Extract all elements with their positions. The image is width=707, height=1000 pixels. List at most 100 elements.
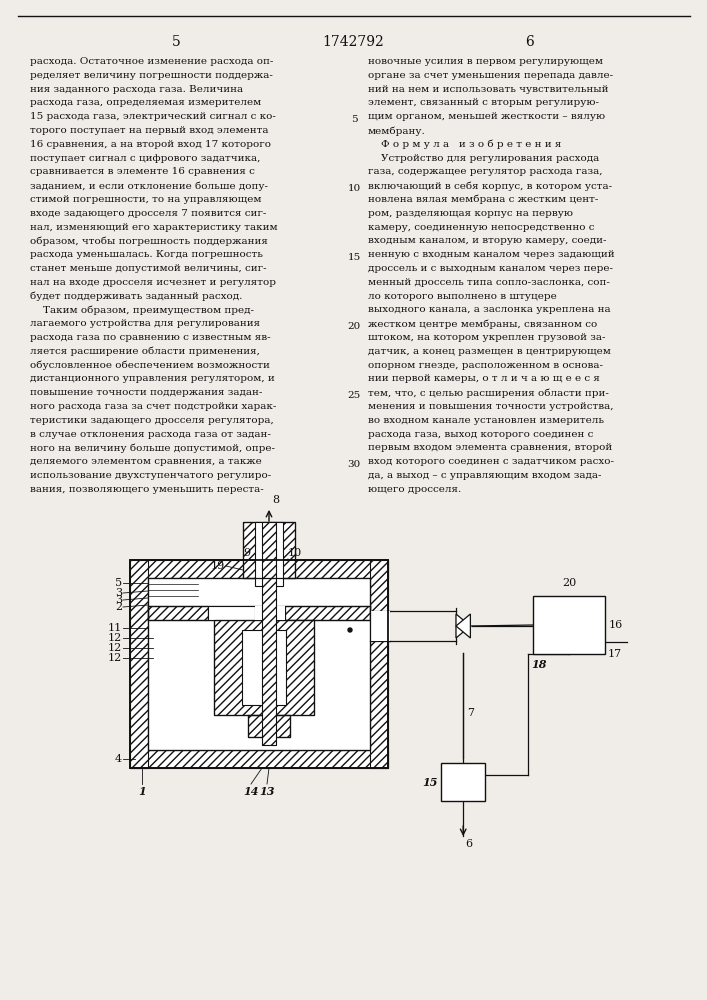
Text: 10: 10 — [347, 184, 361, 193]
Text: 14: 14 — [243, 786, 259, 797]
Bar — [248, 715, 290, 737]
Text: органе за счет уменьшения перепада давле-: органе за счет уменьшения перепада давле… — [368, 71, 613, 80]
Text: нии первой камеры, о т л и ч а ю щ е е с я: нии первой камеры, о т л и ч а ю щ е е с… — [368, 374, 600, 383]
Text: 18: 18 — [531, 659, 547, 670]
Text: новочные усилия в первом регулирующем: новочные усилия в первом регулирующем — [368, 57, 603, 66]
Bar — [370, 611, 390, 641]
Text: Таким образом, преимуществом пред-: Таким образом, преимуществом пред- — [30, 305, 254, 315]
Text: 15 расхода газа, электрический сигнал с ко-: 15 расхода газа, электрический сигнал с … — [30, 112, 276, 121]
Text: нал на входе дросселя исчезнет и регулятор: нал на входе дросселя исчезнет и регулят… — [30, 278, 276, 287]
Bar — [130, 560, 148, 768]
Text: входе задающего дросселя 7 появится сиг-: входе задающего дросселя 7 появится сиг- — [30, 209, 267, 218]
Text: 16: 16 — [608, 620, 622, 630]
Text: поступает сигнал с цифрового задатчика,: поступает сигнал с цифрового задатчика, — [30, 154, 260, 163]
Text: 2: 2 — [115, 602, 122, 612]
Text: деляемого элементом сравнения, а также: деляемого элементом сравнения, а также — [30, 457, 262, 466]
Text: 8: 8 — [272, 495, 279, 505]
Text: Устройство для регулирования расхода: Устройство для регулирования расхода — [368, 154, 600, 163]
Text: вход которого соединен с задатчиком расхо-: вход которого соединен с задатчиком расх… — [368, 457, 614, 466]
Bar — [148, 578, 370, 750]
Bar — [242, 630, 286, 705]
Text: станет меньше допустимой величины, сиг-: станет меньше допустимой величины, сиг- — [30, 264, 267, 273]
Text: стимой погрешности, то на управляющем: стимой погрешности, то на управляющем — [30, 195, 262, 204]
Text: включающий в себя корпус, в котором уста-: включающий в себя корпус, в котором уста… — [368, 181, 612, 191]
Text: менный дроссель типа сопло-заслонка, соп-: менный дроссель типа сопло-заслонка, соп… — [368, 278, 610, 287]
Text: тем, что, с целью расширения области при-: тем, что, с целью расширения области при… — [368, 388, 609, 398]
Text: теристики задающего дросселя регулятора,: теристики задающего дросселя регулятора, — [30, 416, 274, 425]
Bar — [130, 560, 388, 578]
Text: 17: 17 — [607, 649, 621, 659]
Text: торого поступает на первый вход элемента: торого поступает на первый вход элемента — [30, 126, 269, 135]
Text: 25: 25 — [347, 391, 361, 400]
Text: дроссель и с выходным каналом через пере-: дроссель и с выходным каналом через пере… — [368, 264, 613, 273]
Text: камеру, соединенную непосредственно с: камеру, соединенную непосредственно с — [368, 223, 595, 232]
Text: ло которого выполнено в штуцере: ло которого выполнено в штуцере — [368, 292, 556, 301]
Text: ющего дросселя.: ющего дросселя. — [368, 485, 461, 494]
Text: газа, содержащее регулятор расхода газа,: газа, содержащее регулятор расхода газа, — [368, 167, 602, 176]
Bar — [243, 522, 295, 578]
Text: лагаемого устройства для регулирования: лагаемого устройства для регулирования — [30, 319, 260, 328]
Text: ного расхода газа за счет подстройки харак-: ного расхода газа за счет подстройки хар… — [30, 402, 276, 411]
Bar — [262, 522, 276, 745]
Bar — [285, 606, 370, 620]
Bar — [243, 522, 295, 578]
Text: 20: 20 — [347, 322, 361, 331]
Text: 12: 12 — [107, 653, 122, 663]
Text: ного на величину больше допустимой, опре-: ного на величину больше допустимой, опре… — [30, 443, 275, 453]
Text: 11: 11 — [107, 623, 122, 633]
Text: менения и повышения точности устройства,: менения и повышения точности устройства, — [368, 402, 614, 411]
Text: выходного канала, а заслонка укреплена на: выходного канала, а заслонка укреплена н… — [368, 305, 611, 314]
Text: 15: 15 — [423, 776, 438, 788]
Text: в случае отклонения расхода газа от задан-: в случае отклонения расхода газа от зада… — [30, 430, 271, 439]
Polygon shape — [456, 614, 470, 638]
Text: ний на нем и использовать чувствительный: ний на нем и использовать чувствительный — [368, 85, 609, 94]
Text: ляется расширение области применения,: ляется расширение области применения, — [30, 347, 260, 356]
Text: обусловленное обеспечением возможности: обусловленное обеспечением возможности — [30, 361, 270, 370]
Text: мембрану.: мембрану. — [368, 126, 426, 135]
Text: ненную с входным каналом через задающий: ненную с входным каналом через задающий — [368, 250, 614, 259]
Bar — [248, 715, 290, 737]
Bar — [130, 750, 388, 768]
Text: использование двухступенчатого регулиро-: использование двухступенчатого регулиро- — [30, 471, 271, 480]
Circle shape — [348, 628, 352, 632]
Text: расхода газа, определяемая измерителем: расхода газа, определяемая измерителем — [30, 98, 262, 107]
Text: элемент, связанный с вторым регулирую-: элемент, связанный с вторым регулирую- — [368, 98, 599, 107]
Text: расхода уменьшалась. Когда погрешность: расхода уменьшалась. Когда погрешность — [30, 250, 263, 259]
Text: 1: 1 — [138, 786, 146, 797]
Text: 12: 12 — [107, 633, 122, 643]
Bar — [130, 560, 388, 768]
Text: вания, позволяющего уменьшить переста-: вания, позволяющего уменьшить переста- — [30, 485, 264, 494]
Text: сравнивается в элементе 16 сравнения с: сравнивается в элементе 16 сравнения с — [30, 167, 255, 176]
Bar — [370, 560, 388, 768]
Text: ния заданного расхода газа. Величина: ния заданного расхода газа. Величина — [30, 85, 243, 94]
Text: штоком, на котором укреплен грузовой за-: штоком, на котором укреплен грузовой за- — [368, 333, 605, 342]
Bar — [148, 606, 208, 620]
Text: 6: 6 — [525, 35, 534, 49]
Bar — [208, 606, 255, 620]
Text: 13: 13 — [259, 786, 275, 797]
Text: 19: 19 — [211, 561, 225, 571]
Text: ром, разделяющая корпус на первую: ром, разделяющая корпус на первую — [368, 209, 573, 218]
Bar — [255, 522, 283, 586]
Text: первым входом элемента сравнения, второй: первым входом элемента сравнения, второй — [368, 443, 612, 452]
Text: новлена вялая мембрана с жестким цент-: новлена вялая мембрана с жестким цент- — [368, 195, 598, 205]
Bar — [441, 763, 485, 801]
Text: опорном гнезде, расположенном в основа-: опорном гнезде, расположенном в основа- — [368, 361, 603, 370]
Text: 7: 7 — [467, 708, 474, 718]
Text: входным каналом, и вторую камеру, соеди-: входным каналом, и вторую камеру, соеди- — [368, 236, 607, 245]
Text: нал, изменяющий его характеристику таким: нал, изменяющий его характеристику таким — [30, 223, 278, 232]
Bar — [148, 578, 370, 750]
Text: щим органом, меньшей жесткости – вялую: щим органом, меньшей жесткости – вялую — [368, 112, 605, 121]
Text: 5: 5 — [172, 35, 180, 49]
Text: образом, чтобы погрешность поддержания: образом, чтобы погрешность поддержания — [30, 236, 268, 246]
Bar — [533, 596, 605, 654]
Bar — [255, 606, 285, 620]
Text: да, а выход – с управляющим входом зада-: да, а выход – с управляющим входом зада- — [368, 471, 602, 480]
Text: 16 сравнения, а на второй вход 17 которого: 16 сравнения, а на второй вход 17 которо… — [30, 140, 271, 149]
Bar — [214, 620, 314, 715]
Text: 20: 20 — [562, 578, 576, 588]
Text: 5: 5 — [115, 578, 122, 588]
Text: ределяет величину погрешности поддержа-: ределяет величину погрешности поддержа- — [30, 71, 273, 80]
Text: Ф о р м у л а   и з о б р е т е н и я: Ф о р м у л а и з о б р е т е н и я — [368, 140, 561, 149]
Text: 9: 9 — [243, 548, 250, 558]
